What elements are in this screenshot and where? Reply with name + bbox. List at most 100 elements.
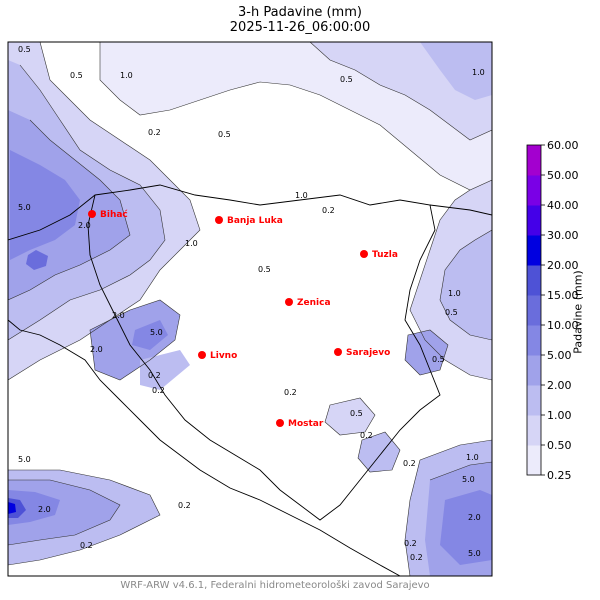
precip-area-southwest-3 (8, 490, 60, 525)
city-label: Zenica (297, 298, 331, 308)
precip-area-west-4 (10, 150, 80, 260)
contour-label: 0.2 (80, 541, 93, 550)
precip-area-central-2 (358, 432, 400, 472)
precip-area-central (325, 398, 375, 435)
colorbar-segment (527, 145, 541, 176)
coastline (8, 319, 401, 576)
colorbar-segment (527, 355, 541, 386)
precip-area-north-3 (420, 42, 492, 100)
colorbar-tick-label: 50.00 (547, 169, 579, 182)
colorbar-tick-label: 2.00 (547, 379, 572, 392)
contour-label: 1.0 (295, 191, 308, 200)
colorbar-axis-label: Padavine (mm) (571, 270, 585, 354)
contour-label: 0.2 (148, 128, 161, 137)
contour-label: 5.0 (18, 203, 31, 212)
contour-label: 5.0 (468, 549, 481, 558)
contour-label-group: 0.5 0.5 1.0 0.2 0.5 5.0 2.0 1.0 1.0 2.0 5.0 2.0 0.2 0… (18, 45, 485, 562)
bih-border (87, 184, 441, 521)
city-marker (334, 348, 342, 356)
map-frame (7, 41, 493, 577)
contour-label: 2.0 (112, 311, 125, 320)
contour-label: 0.5 (350, 409, 363, 418)
contour-label: 2.0 (90, 345, 103, 354)
contour-label: 5.0 (150, 328, 163, 337)
precip-area-west-5 (26, 250, 48, 270)
contour-label: 0.2 (410, 553, 423, 562)
contour-label: 1.0 (120, 71, 133, 80)
contour-label: 5.0 (462, 475, 475, 484)
contour-label: 0.5 (258, 265, 271, 274)
city-marker (276, 419, 284, 427)
contour-label: 0.5 (445, 308, 458, 317)
colorbar-tick-label: 40.00 (547, 199, 579, 212)
colorbar-segment (527, 175, 541, 206)
colorbar-segment (527, 265, 541, 296)
contour-label: 0.2 (284, 388, 297, 397)
colorbar-tick-label: 5.00 (547, 349, 572, 362)
colorbar-segment (527, 415, 541, 446)
precip-area-southeast-3 (440, 490, 492, 565)
precip-area-dalmatia-2 (132, 320, 168, 350)
contour-label: 2.0 (78, 221, 91, 230)
colorbar-tick-label: 10.00 (547, 319, 579, 332)
colorbar-frame (526, 144, 542, 476)
contour-label: 0.2 (403, 459, 416, 468)
city-marker (285, 298, 293, 306)
precip-area-east-2 (440, 230, 492, 340)
colorbar-segment (527, 325, 541, 356)
city-markers: Bihać Banja Luka Tuzla Zenica Livno Sarajevo M… (88, 209, 398, 429)
city-marker (215, 216, 223, 224)
city-label: Mostar (288, 419, 324, 429)
contour-label: 0.2 (322, 206, 335, 215)
contour-label: 1.0 (472, 68, 485, 77)
colorbar-segment (527, 235, 541, 266)
contour-label: 0.2 (152, 386, 165, 395)
colorbar-tick-label: 20.00 (547, 259, 579, 272)
city-label: Tuzla (372, 250, 398, 260)
footer-credit: WRF-ARW v4.6.1, Federalni hidrometeorolo… (120, 580, 430, 591)
contour-label: 5.0 (18, 455, 31, 464)
precip-area-southwest-5 (8, 502, 16, 514)
croatia-inner-border (8, 194, 96, 241)
contour-label: 0.2 (178, 501, 191, 510)
boundaries (8, 184, 492, 576)
contour-label: 1.0 (185, 239, 198, 248)
city-marker (198, 351, 206, 359)
colorbar-tick-label: 60.00 (547, 139, 579, 152)
colorbar: 0.25 0.50 1.00 2.00 5.00 10.00 15.00 20.00 30.00… (526, 139, 579, 482)
city-label: Sarajevo (346, 348, 390, 358)
contour-label: 2.0 (38, 505, 51, 514)
precipitation-field: 0.5 0.5 1.0 0.2 0.5 5.0 2.0 1.0 1.0 2.0 5.0 2.0 0.2 0… (8, 42, 492, 576)
city-marker (360, 250, 368, 258)
contour-label: 0.2 (360, 431, 373, 440)
city-marker (88, 210, 96, 218)
colorbar-tick-label: 15.00 (547, 289, 579, 302)
colorbar-tick-label: 1.00 (547, 409, 572, 422)
city-label: Banja Luka (227, 216, 283, 226)
contour-label: 0.5 (70, 71, 83, 80)
city-label: Bihać (100, 209, 128, 220)
precip-area-east-3 (405, 330, 448, 375)
map-title: 3-h Padavine (mm) (238, 5, 362, 20)
contour-lines (8, 42, 492, 576)
contour-label: 0.5 (432, 355, 445, 364)
city-label: Livno (210, 351, 237, 361)
precip-area-southwest-4 (8, 498, 26, 518)
colorbar-segment (527, 445, 541, 476)
east-border (429, 204, 492, 216)
contour-label: 1.0 (448, 289, 461, 298)
contour-label: 0.5 (218, 130, 231, 139)
map-timestamp: 2025-11-26_06:00:00 (229, 20, 371, 35)
contour-label: 0.5 (18, 45, 31, 54)
colorbar-tick-label: 30.00 (547, 229, 579, 242)
colorbar-tick-label: 0.50 (547, 439, 572, 452)
contour-label: 1.0 (466, 453, 479, 462)
contour-label: 0.5 (340, 75, 353, 84)
precip-area-islands (140, 350, 190, 390)
contour-label: 0.2 (148, 371, 161, 380)
colorbar-segment (527, 295, 541, 326)
contour-label: 2.0 (468, 513, 481, 522)
contour-label: 0.2 (404, 539, 417, 548)
colorbar-segment (527, 205, 541, 236)
